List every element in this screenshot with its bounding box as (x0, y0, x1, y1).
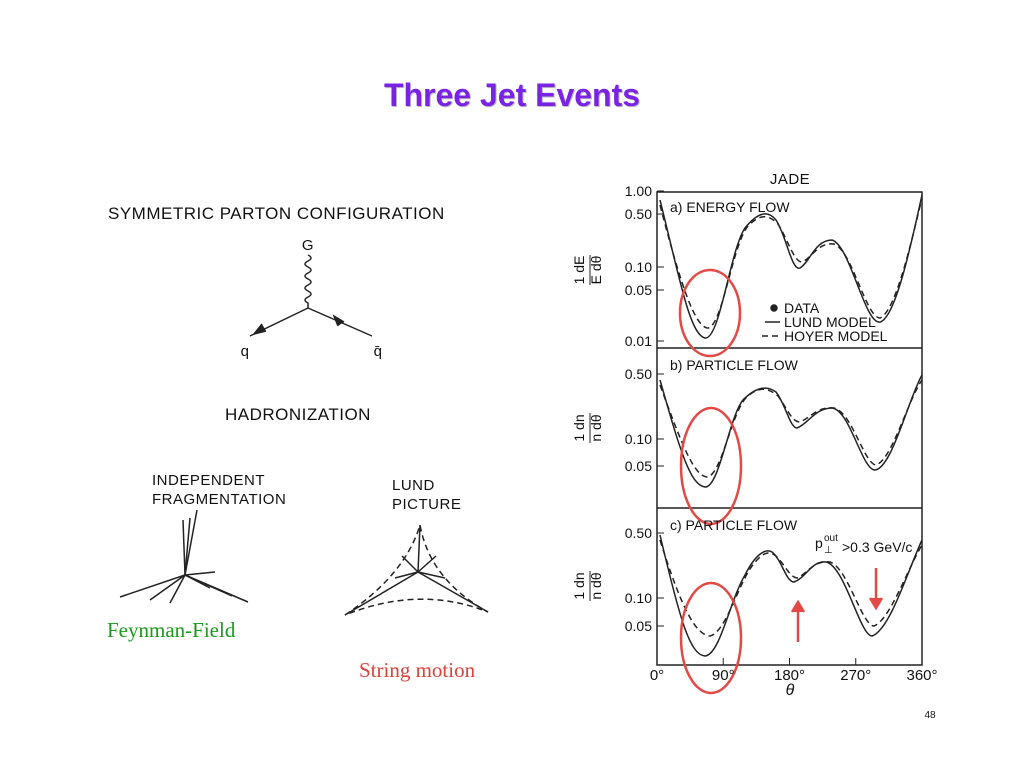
figure-stroke (868, 597, 884, 611)
arrow (332, 314, 345, 327)
y-tick-label: 0.50 (625, 206, 652, 222)
y-label: n dθ (588, 414, 604, 441)
figure-stroke (344, 571, 419, 616)
legend-item: DATA (784, 300, 820, 316)
figure-stroke (417, 524, 421, 573)
panel-label: c) PARTICLE FLOW (670, 517, 798, 533)
lund-picture (344, 524, 489, 616)
gluon-coil (304, 254, 312, 308)
x-tick-label: 360° (906, 667, 937, 684)
panel-label: b) PARTICLE FLOW (670, 357, 799, 373)
y-tick-label: 0.10 (625, 259, 652, 275)
y-tick-label: 0.50 (625, 525, 652, 541)
independent-label: INDEPENDENT (152, 472, 265, 489)
curve (659, 539, 923, 637)
y-tick-label: 0.10 (625, 431, 652, 447)
legend-item: HOYER MODEL (784, 328, 888, 344)
left-figure (119, 254, 489, 616)
section: HADRONIZATION (225, 405, 371, 424)
figure-stroke (184, 574, 211, 589)
y-label: 1 dn (571, 572, 587, 599)
y-tick-label: 0.05 (625, 458, 652, 474)
x-tick-label: 0° (650, 667, 664, 684)
figure-stroke (149, 574, 186, 601)
panel-label: a) ENERGY FLOW (670, 199, 790, 215)
figure-stroke (184, 509, 198, 576)
figure-stroke (344, 524, 489, 616)
figure-stroke (770, 304, 778, 312)
figure-stroke (417, 555, 437, 573)
string-motion: String motion (359, 658, 476, 682)
curve (659, 197, 923, 329)
y-label: n dθ (588, 572, 604, 599)
y-tick-label: 0.01 (625, 333, 652, 349)
figure-stroke (184, 517, 191, 576)
feynman-field: Feynman-Field (107, 618, 236, 642)
figure-title: JADE (770, 171, 810, 188)
x-tick-label: 180° (774, 667, 805, 684)
cut-label: >0.3 GeV/c (842, 539, 912, 555)
figure-stroke (184, 571, 216, 576)
red-marks (678, 268, 884, 695)
right-figure (656, 191, 923, 695)
lund-label: LUND (392, 477, 435, 494)
y-tick-label: 0.50 (625, 366, 652, 382)
x-tick-label: 270° (840, 667, 871, 684)
figure-stroke (394, 571, 419, 579)
figure-stroke (679, 406, 743, 526)
x-tick-label: 90° (712, 667, 735, 684)
figure-stroke (417, 571, 446, 579)
antiquark-label: q̄ (374, 343, 383, 360)
y-tick-label: 1.00 (625, 183, 652, 199)
quark-label: q (241, 343, 250, 360)
y-label: E dθ (588, 255, 604, 284)
gluon-label: G (302, 237, 314, 254)
page-number: 48 (924, 710, 936, 721)
figure-stroke (679, 581, 743, 695)
y-tick-label: 0.05 (625, 618, 652, 634)
arrow (252, 323, 267, 336)
cut-label: out (824, 533, 838, 544)
y-tick-label: 0.10 (625, 590, 652, 606)
lund-label: PICTURE (392, 496, 461, 513)
panels: a) ENERGY FLOW 1.00 0.50 0.10 0.05 0.01 1 dE E … (571, 183, 938, 684)
figure-stroke (401, 555, 419, 573)
legend-symbols (762, 304, 782, 337)
figure-stroke (790, 599, 806, 613)
figure-stroke (119, 574, 186, 598)
panel-frame (656, 191, 923, 666)
curve (659, 194, 923, 339)
y-label: 1 dn (571, 414, 587, 441)
title: Three Jet Events (384, 77, 640, 113)
cut-label: ⊥ (824, 545, 833, 556)
curve (659, 534, 923, 657)
curve (659, 379, 923, 478)
independent-label: FRAGMENTATION (152, 491, 286, 508)
independent-arrows (119, 509, 249, 604)
curve (659, 374, 923, 488)
figure-stroke (169, 574, 186, 604)
legend-item: LUND MODEL (784, 314, 876, 330)
figure-stroke (678, 268, 742, 358)
y-tick-label: 0.05 (625, 282, 652, 298)
x-label: θ (786, 682, 795, 699)
figure-stroke (182, 519, 186, 576)
y-label: 1 dE (571, 256, 587, 285)
heading: SYMMETRIC PARTON CONFIGURATION (108, 204, 445, 223)
cut-label: p (815, 535, 823, 551)
